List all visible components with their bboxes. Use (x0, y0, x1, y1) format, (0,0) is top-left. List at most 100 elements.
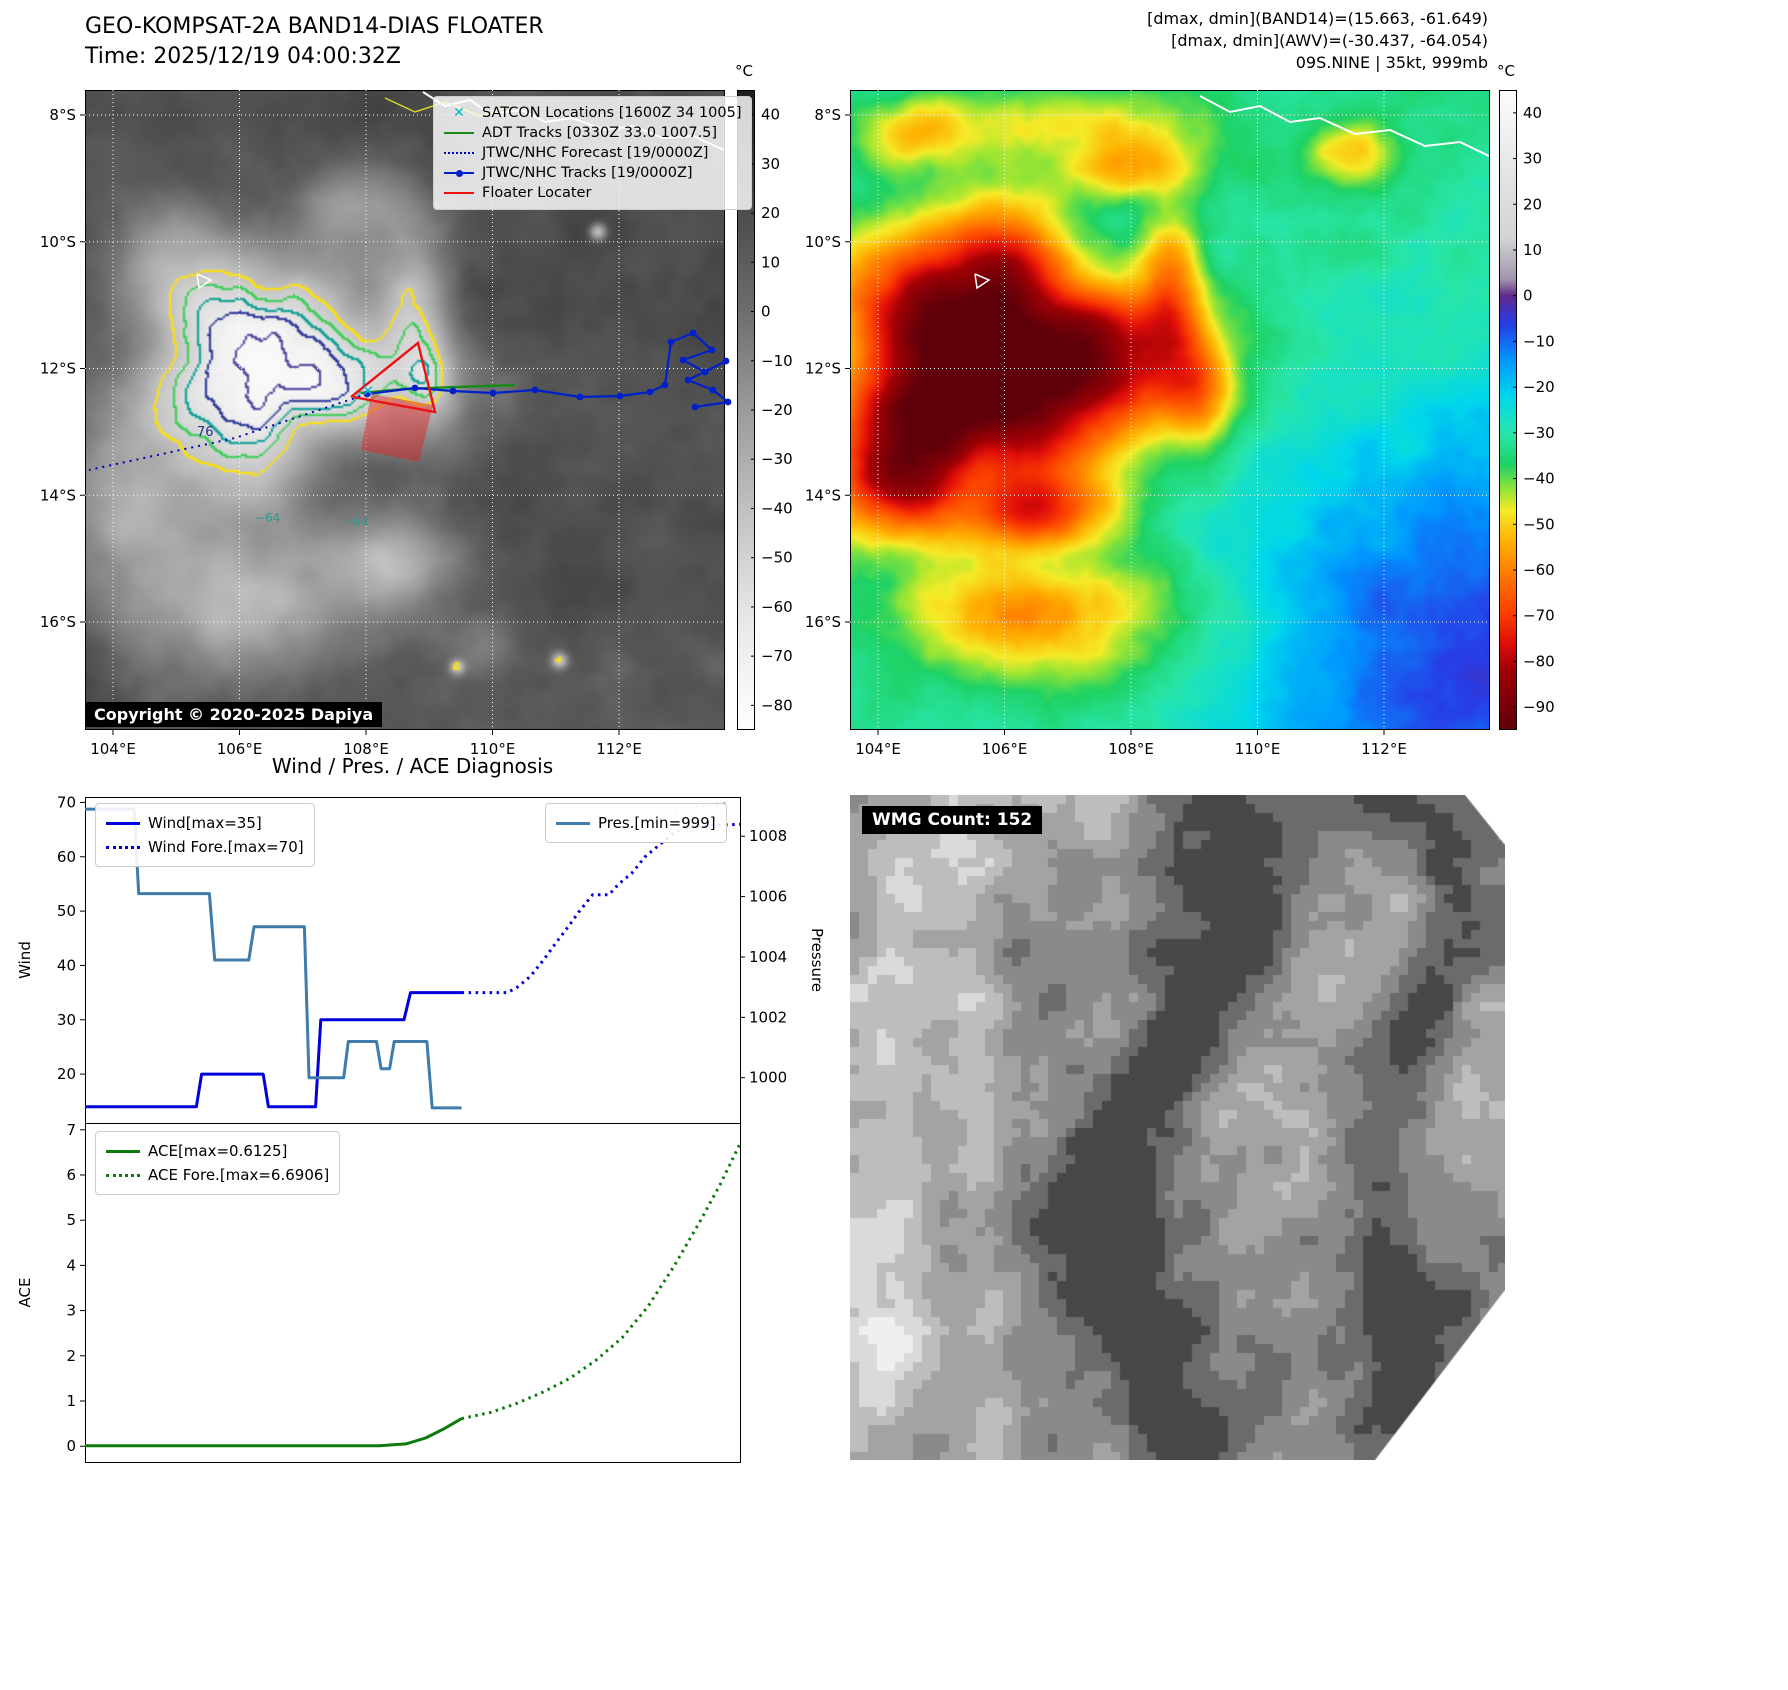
colorbar-tick-label: −60 (761, 598, 793, 616)
wind-line-icon (106, 821, 140, 825)
chart-frame (85, 1123, 741, 1463)
lat-tick-label: 8°S (814, 106, 841, 124)
series-ace-max-0-6125- (85, 1417, 463, 1448)
lat-tick-label: 14°S (805, 486, 841, 504)
coastline (1199, 95, 1490, 157)
map-legend: ✕ SATCON Locations [1600Z 34 1005] ADT T… (433, 96, 753, 210)
colorbar-tick-label: 10 (1523, 241, 1542, 259)
colorbar-tick-label: 20 (761, 204, 780, 222)
legend-label: Pres.[min=999] (598, 814, 716, 832)
lon-tick-label: 112°E (1361, 740, 1407, 758)
series-ace-fore-max-6-6906- (461, 1143, 742, 1421)
colorbar-unit-label: °C (735, 62, 753, 80)
ytick-label: 50 (57, 902, 76, 920)
colorbar-tick-label: 20 (1523, 195, 1542, 213)
legend-row-tracks: JTWC/NHC Tracks [19/0000Z] (444, 163, 741, 183)
track-point-marker (363, 390, 371, 398)
track-point-marker (689, 329, 697, 337)
colorbar-tick-label: 40 (1523, 104, 1542, 122)
legend-row-adt: ADT Tracks [0330Z 33.0 1007.5] (444, 123, 741, 143)
map-frame (85, 90, 725, 730)
track-point-marker (722, 357, 730, 365)
legend-label: ADT Tracks [0330Z 33.0 1007.5] (482, 125, 718, 141)
colorbar-tick-label: −80 (761, 696, 793, 714)
legend-label: JTWC/NHC Tracks [19/0000Z] (482, 165, 693, 181)
ace-line-icon (106, 1149, 140, 1153)
ytick-label: 6 (66, 1166, 76, 1184)
lon-tick-label: 110°E (470, 740, 516, 758)
legend-label: Wind Fore.[max=70] (148, 838, 304, 856)
ace-legend: ACE[max=0.6125] ACE Fore.[max=6.6906] (95, 1131, 341, 1195)
legend-row-ace-forecast: ACE Fore.[max=6.6906] (106, 1163, 329, 1187)
lat-tick-label: 10°S (40, 233, 76, 251)
track-point-marker (661, 381, 669, 389)
pressure-line-icon (556, 821, 590, 825)
enhanced-ir-satellite-image (850, 90, 1490, 730)
diagnosis-title: Wind / Pres. / ACE Diagnosis (271, 754, 554, 778)
ytick-label: 4 (66, 1256, 76, 1274)
lat-tick-label: 10°S (805, 233, 841, 251)
ytick-label: 3 (66, 1302, 76, 1320)
ylabel: ACE (16, 1278, 34, 1308)
colorbar-tick-label: −30 (1523, 424, 1555, 442)
dmax-dmin-band14-text: [dmax, dmin](BAND14)=(15.663, -61.649) (1147, 9, 1488, 28)
lon-tick-label: 106°E (982, 740, 1028, 758)
legend-row-wind-forecast: Wind Fore.[max=70] (106, 835, 304, 859)
y2tick-label: 1006 (749, 888, 787, 906)
ytick-label: 60 (57, 848, 76, 866)
colorbar-tick-label: 0 (1523, 287, 1533, 305)
series-wind-fore-max-70- (461, 822, 741, 995)
colorbar-tick-label: 10 (761, 253, 780, 271)
contour-label: 76 (197, 425, 214, 440)
series-wind-max-35- (85, 991, 462, 1109)
track-point-marker (489, 389, 497, 397)
satcon-x-marker-icon: ✕ (453, 105, 465, 121)
y2tick-label: 1004 (749, 948, 787, 966)
colorbar-tick-label: −20 (761, 401, 793, 419)
track-point-marker (646, 388, 654, 396)
lat-tick-label: 12°S (40, 360, 76, 378)
track-point-marker (701, 368, 709, 376)
series-pres-min-999- (85, 807, 462, 1110)
contour-label: −64 (343, 515, 368, 529)
floater-footprint (361, 394, 433, 462)
legend-row-wind: Wind[max=35] (106, 811, 304, 835)
lon-tick-label: 104°E (855, 740, 901, 758)
floater-locater-line (350, 340, 437, 414)
colorbar-tick-label: −30 (761, 450, 793, 468)
colorbar-tick-label: −80 (1523, 652, 1555, 670)
colorbar-tick-label: −70 (761, 647, 793, 665)
legend-label: JTWC/NHC Forecast [19/0000Z] (482, 145, 709, 161)
colorbar-tick-label: 30 (1523, 150, 1542, 168)
legend-row-ace: ACE[max=0.6125] (106, 1139, 329, 1163)
track-point-marker (684, 376, 692, 384)
track-point-marker (708, 346, 716, 354)
track-point-marker (709, 386, 717, 394)
ytick-label: 70 (57, 793, 76, 811)
forecast-dotted-line-icon (444, 152, 474, 154)
lat-tick-label: 16°S (40, 613, 76, 631)
track-point-marker (667, 338, 675, 346)
legend-row-floater: Floater Locater (444, 183, 741, 203)
wind-barb-icon (196, 273, 213, 290)
legend-row-forecast: JTWC/NHC Forecast [19/0000Z] (444, 143, 741, 163)
lat-tick-label: 12°S (805, 360, 841, 378)
colorbar-tick-label: −40 (761, 499, 793, 517)
dmax-dmin-awv-text: [dmax, dmin](AWV)=(-30.437, -64.054) (1171, 31, 1488, 50)
track-point-marker (691, 403, 699, 411)
panel-subtitle: Time: 2025/12/19 04:00:32Z (85, 44, 401, 69)
y2tick-label: 1000 (749, 1069, 787, 1087)
ytick-label: 0 (66, 1437, 76, 1455)
wind-legend: Wind[max=35] Wind Fore.[max=70] (95, 803, 315, 867)
colorbar-tick-label: −90 (1523, 698, 1555, 716)
adt-track-line-icon (444, 132, 474, 134)
jtwc-forecast-line (88, 393, 368, 471)
track-point-marker (449, 387, 457, 395)
legend-label: Floater Locater (482, 185, 592, 201)
y2tick-label: 1002 (749, 1008, 787, 1026)
ytick-label: 20 (57, 1065, 76, 1083)
track-point-marker (724, 398, 732, 406)
track-point-marker (616, 392, 624, 400)
legend-row-pressure: Pres.[min=999] (556, 811, 716, 835)
